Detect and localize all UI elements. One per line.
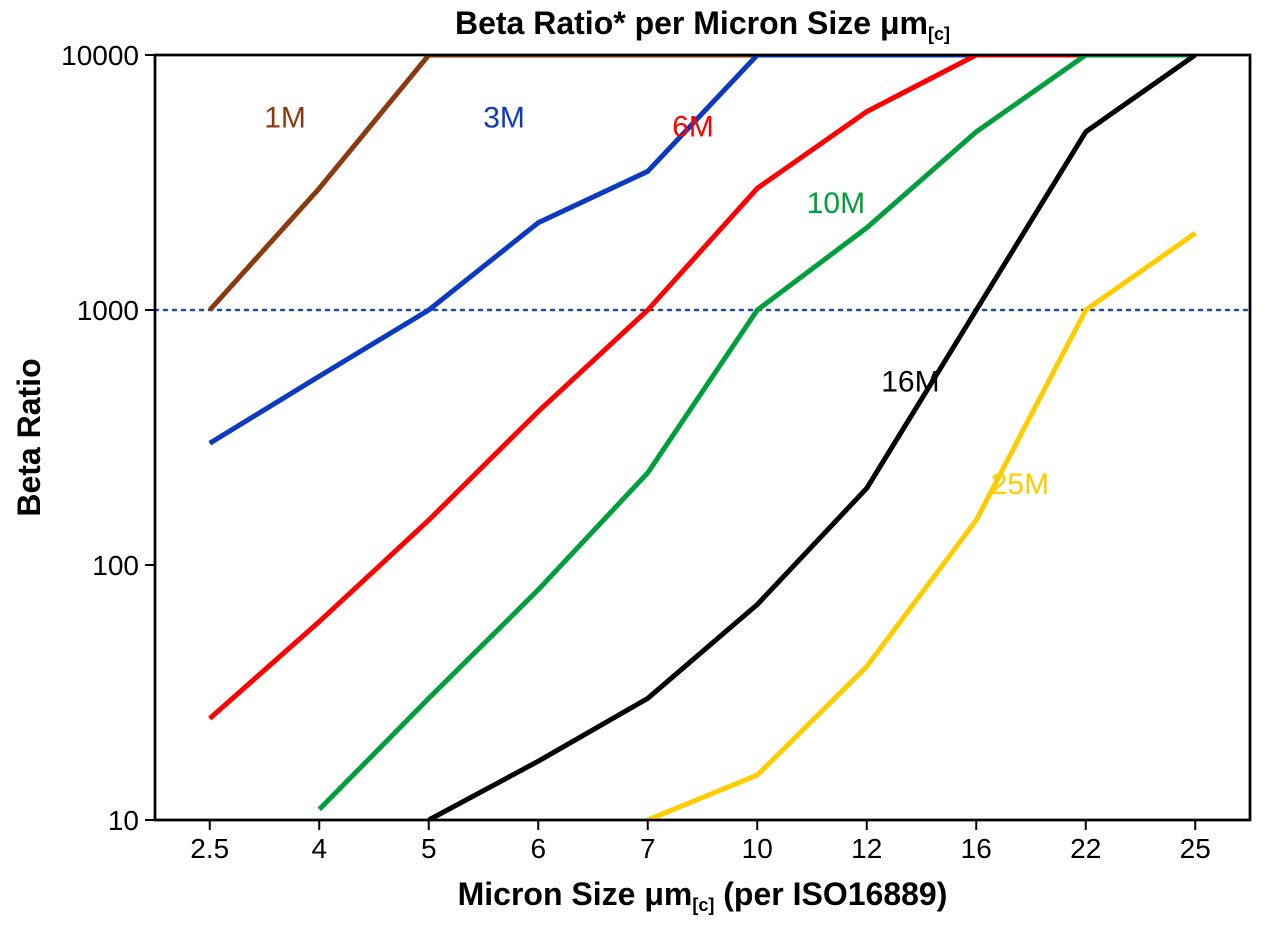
series-label: 25M — [991, 468, 1049, 501]
x-tick-label: 4 — [311, 833, 327, 864]
series-label: 6M — [672, 110, 714, 143]
chart-title: Beta Ratio* per Micron Size μm[c] — [455, 5, 950, 44]
series-label: 16M — [881, 365, 939, 398]
y-axis-label: Beta Ratio — [11, 358, 47, 516]
y-tick-label: 100 — [92, 550, 139, 581]
chart-svg: 10 100 1000 10000 2.5 4 5 6 7 10 12 16 22 25 1M 3M 6M 10M… — [0, 0, 1271, 930]
x-tick-label: 12 — [851, 833, 882, 864]
x-tick-label: 25 — [1180, 833, 1211, 864]
x-axis-label: Micron Size μm[c] (per ISO16889) — [458, 876, 948, 915]
x-tick-label: 6 — [530, 833, 546, 864]
series-label: 1M — [264, 101, 306, 134]
y-tick-label: 10000 — [61, 40, 139, 71]
x-tick-label: 22 — [1070, 833, 1101, 864]
x-tick-label: 16 — [961, 833, 992, 864]
x-tick-label: 7 — [640, 833, 656, 864]
x-tick-label: 2.5 — [190, 833, 229, 864]
series-label: 3M — [483, 101, 525, 134]
x-tick-label: 5 — [421, 833, 437, 864]
series-label: 10M — [807, 187, 865, 220]
y-tick-label: 10 — [108, 805, 139, 836]
x-tick-label: 10 — [742, 833, 773, 864]
beta-ratio-chart: 10 100 1000 10000 2.5 4 5 6 7 10 12 16 22 25 1M 3M 6M 10M… — [0, 0, 1271, 930]
y-tick-label: 1000 — [77, 295, 139, 326]
